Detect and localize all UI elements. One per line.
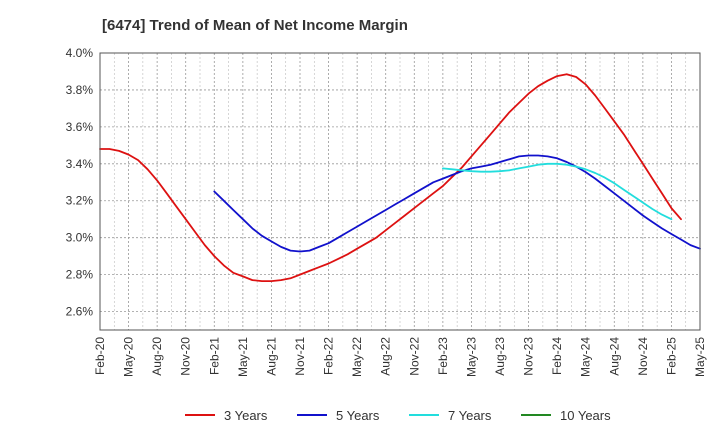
y-tick-label: 4.0%: [66, 46, 94, 60]
x-tick-label: Aug-23: [493, 337, 507, 376]
x-tick-label: Nov-20: [179, 337, 193, 376]
x-tick-label: Aug-22: [379, 337, 393, 376]
x-tick-label: Feb-21: [207, 337, 221, 375]
legend: 3 Years 5 Years 7 Years 10 Years: [185, 408, 611, 423]
x-tick-label: May-20: [122, 337, 136, 377]
y-tick-label: 2.8%: [66, 268, 94, 282]
series-lines: [99, 73, 701, 282]
chart-title: [6474] Trend of Mean of Net Income Margi…: [102, 17, 408, 34]
legend-label: 7 Years: [448, 408, 492, 423]
plot-frame: [99, 52, 701, 331]
x-tick-label: May-23: [464, 337, 478, 377]
x-tick-label: Nov-21: [293, 337, 307, 376]
x-tick-label: Feb-23: [436, 337, 450, 375]
x-tick-label: Feb-24: [550, 337, 564, 375]
x-tick-label: May-24: [579, 337, 593, 377]
x-tick-label: May-25: [693, 337, 707, 377]
x-tick-label: Aug-21: [264, 337, 278, 376]
x-tick-label: Nov-24: [636, 337, 650, 376]
legend-label: 5 Years: [336, 408, 380, 423]
y-tick-label: 3.8%: [66, 83, 94, 97]
y-tick-label: 3.6%: [66, 120, 94, 134]
x-tick-label: Aug-20: [150, 337, 164, 376]
plot-area: [100, 53, 700, 330]
y-tick-label: 3.4%: [66, 157, 94, 171]
y-tick-label: 2.6%: [66, 305, 94, 319]
x-tick-label: Nov-23: [522, 337, 536, 376]
x-tick-label: Feb-25: [664, 337, 678, 375]
x-tick-label: Feb-22: [322, 337, 336, 375]
x-tick-label: Nov-22: [407, 337, 421, 376]
x-tick-label: May-21: [236, 337, 250, 377]
legend-label: 10 Years: [560, 408, 611, 423]
x-tick-label: Aug-24: [607, 337, 621, 376]
x-tick-label: May-22: [350, 337, 364, 377]
legend-label: 3 Years: [224, 408, 268, 423]
y-tick-label: 3.0%: [66, 231, 94, 245]
x-axis-tick-labels: Feb-20 May-20 Aug-20 Nov-20 Feb-21 May-21 Aug-…: [93, 337, 707, 377]
x-tick-label: Feb-20: [93, 337, 107, 375]
series-line: [99, 73, 682, 282]
y-tick-label: 3.2%: [66, 194, 94, 208]
series-line: [213, 154, 701, 253]
series-line: [442, 162, 673, 221]
y-axis-tick-labels: 2.6% 2.8% 3.0% 3.2% 3.4% 3.6% 3.8% 4.0%: [66, 46, 94, 319]
